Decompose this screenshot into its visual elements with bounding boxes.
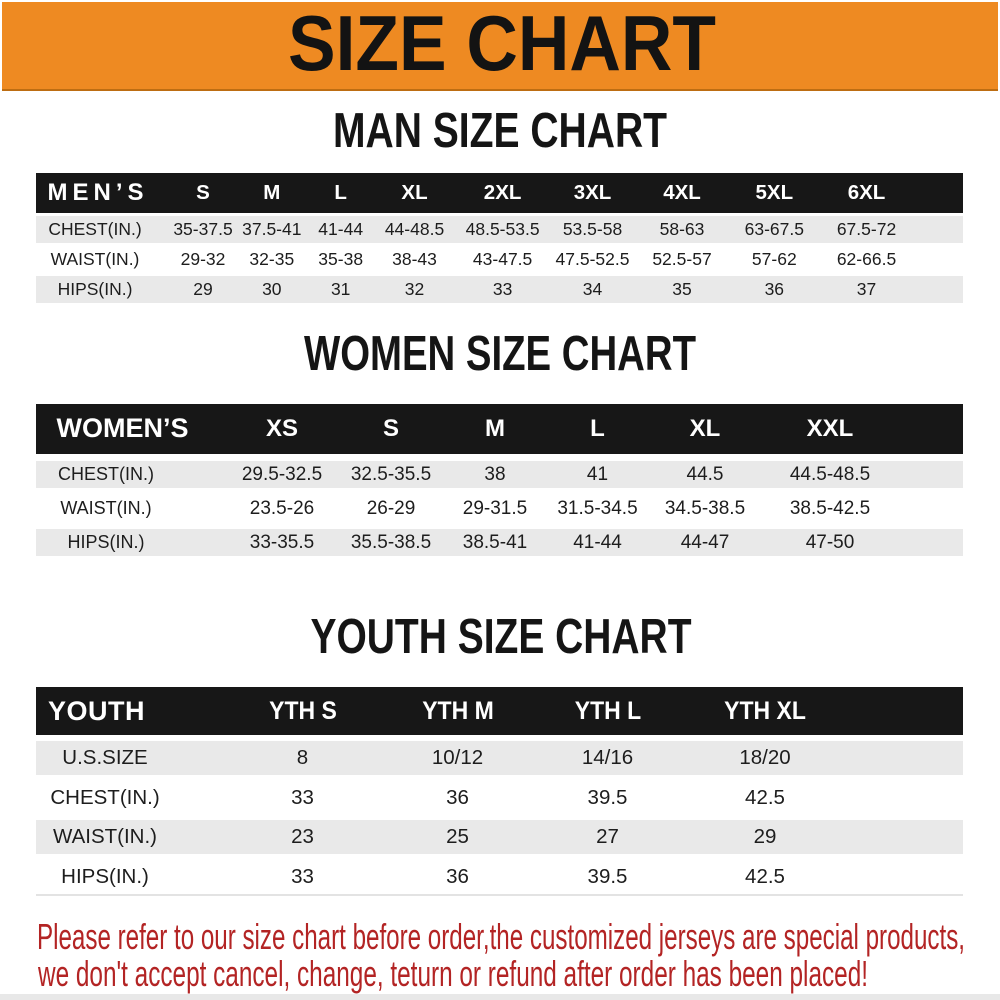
svg-text:SIZE CHART: SIZE CHART — [288, 0, 716, 87]
svg-text:we don't accept cancel, change: we don't accept cancel, change, teturn o… — [37, 953, 868, 994]
svg-text:Please refer to our size chart: Please refer to our size chart before or… — [37, 916, 965, 957]
svg-text:MAN SIZE CHART: MAN SIZE CHART — [333, 104, 667, 158]
svg-text:YOUTH SIZE CHART: YOUTH SIZE CHART — [311, 610, 692, 664]
svg-text:WOMEN SIZE CHART: WOMEN SIZE CHART — [304, 327, 696, 381]
